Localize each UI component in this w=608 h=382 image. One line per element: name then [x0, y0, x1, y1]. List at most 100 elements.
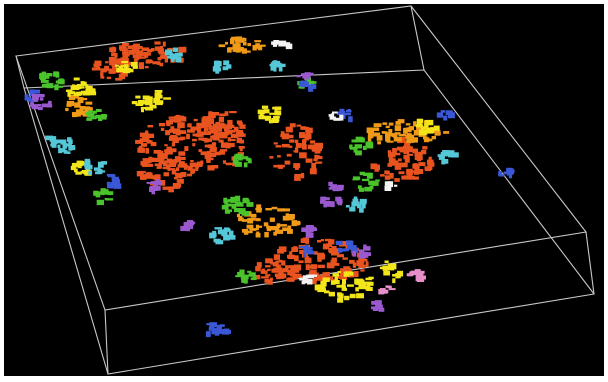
cluster-cell: [379, 266, 388, 270]
cluster-cell: [172, 183, 180, 189]
cluster-cell: [164, 144, 168, 147]
cluster-cell: [321, 285, 326, 289]
cluster-cell: [71, 112, 77, 115]
cluster-cell: [241, 229, 248, 233]
cluster-cell: [154, 46, 162, 51]
cluster-cell: [178, 130, 187, 134]
cluster-cell: [392, 278, 396, 284]
purple-cluster: [180, 220, 196, 232]
cluster-cell: [287, 269, 292, 276]
cluster-cell: [316, 156, 323, 160]
cluster-cell: [336, 284, 343, 288]
cluster-cell: [337, 297, 344, 303]
cluster-cell: [308, 226, 316, 229]
cluster-cell: [283, 267, 289, 273]
cluster-cell: [359, 279, 365, 286]
cluster-cell: [170, 53, 177, 59]
cluster-cell: [380, 174, 385, 177]
purple-cluster: [320, 196, 343, 208]
cluster-cell: [108, 68, 116, 74]
cluster-cell: [37, 104, 42, 106]
cluster-cell: [209, 118, 215, 124]
orange-cluster: [269, 123, 323, 181]
cluster-cell: [277, 249, 285, 254]
cluster-cell: [101, 114, 107, 118]
cluster-cell: [415, 275, 423, 282]
cluster-cell: [274, 110, 278, 116]
cluster-cell: [326, 262, 335, 269]
cluster-cell: [377, 141, 381, 145]
cluster-cell: [323, 202, 328, 208]
cluster-cell: [333, 117, 341, 121]
cluster-cell: [417, 124, 423, 127]
cluster-cell: [335, 248, 340, 255]
cluster-cell: [323, 197, 330, 201]
cluster-cell: [160, 127, 165, 131]
cluster-cell: [301, 73, 306, 76]
cluster-cell: [178, 178, 184, 184]
cluster-cell: [289, 139, 295, 143]
cluster-cell: [281, 260, 286, 266]
cluster-cell: [291, 271, 296, 276]
cyan-cluster: [345, 196, 367, 213]
cluster-cell: [338, 293, 344, 299]
cluster-cell: [108, 57, 116, 63]
cluster-cell: [359, 249, 365, 254]
cluster-cell: [359, 201, 367, 205]
cluster-cell: [172, 47, 179, 52]
cluster-cell: [358, 283, 367, 290]
cluster-cell: [294, 165, 299, 170]
cluster-cell: [211, 328, 218, 335]
cluster-cell: [339, 111, 346, 116]
cluster-cell: [332, 273, 339, 277]
cluster-cell: [269, 217, 275, 222]
cluster-cell: [245, 50, 251, 53]
cluster-cell: [303, 280, 307, 284]
cluster-cell: [227, 119, 233, 126]
cluster-cell: [293, 150, 298, 153]
cluster-cell: [396, 146, 404, 151]
cluster-cell: [106, 181, 111, 184]
green-cluster: [221, 195, 254, 216]
white-cluster: [271, 40, 293, 50]
cluster-cell: [133, 58, 138, 63]
cluster-cell: [235, 131, 242, 135]
cluster-cell: [359, 208, 364, 213]
cluster-cell: [324, 290, 330, 294]
cluster-cell: [255, 218, 261, 222]
cluster-cell: [322, 272, 327, 278]
cluster-cell: [261, 276, 269, 279]
scene-background: [4, 4, 604, 376]
cluster-cell: [40, 78, 46, 82]
cluster-cell: [133, 43, 140, 48]
cluster-cell: [289, 123, 296, 128]
cluster-cell: [53, 71, 59, 77]
cluster-cell: [153, 105, 157, 109]
cluster-cell: [218, 150, 226, 155]
cluster-cell: [223, 60, 230, 66]
cluster-cell: [265, 274, 271, 277]
cluster-cell: [239, 124, 246, 129]
cluster-cell: [171, 169, 177, 175]
cluster-cell: [279, 273, 287, 279]
cluster-cell: [403, 149, 410, 155]
cluster-cell: [358, 187, 364, 192]
cluster-cell: [222, 66, 229, 71]
cluster-cell: [383, 270, 390, 276]
cluster-cell: [288, 145, 293, 148]
cluster-cell: [300, 126, 307, 130]
cluster-cell: [280, 134, 284, 138]
cluster-cell: [166, 146, 172, 150]
cluster-cell: [310, 274, 318, 277]
cluster-cell: [353, 196, 358, 203]
cluster-cell: [100, 76, 105, 79]
cluster-cell: [331, 185, 339, 189]
cluster-cell: [330, 113, 335, 118]
cluster-cell: [294, 176, 301, 181]
cluster-cell: [151, 48, 155, 52]
white-cluster: [384, 181, 398, 191]
cluster-cell: [111, 178, 119, 183]
cluster-cell: [416, 118, 423, 125]
cluster-cell: [227, 138, 236, 142]
cluster-cell: [248, 274, 256, 277]
